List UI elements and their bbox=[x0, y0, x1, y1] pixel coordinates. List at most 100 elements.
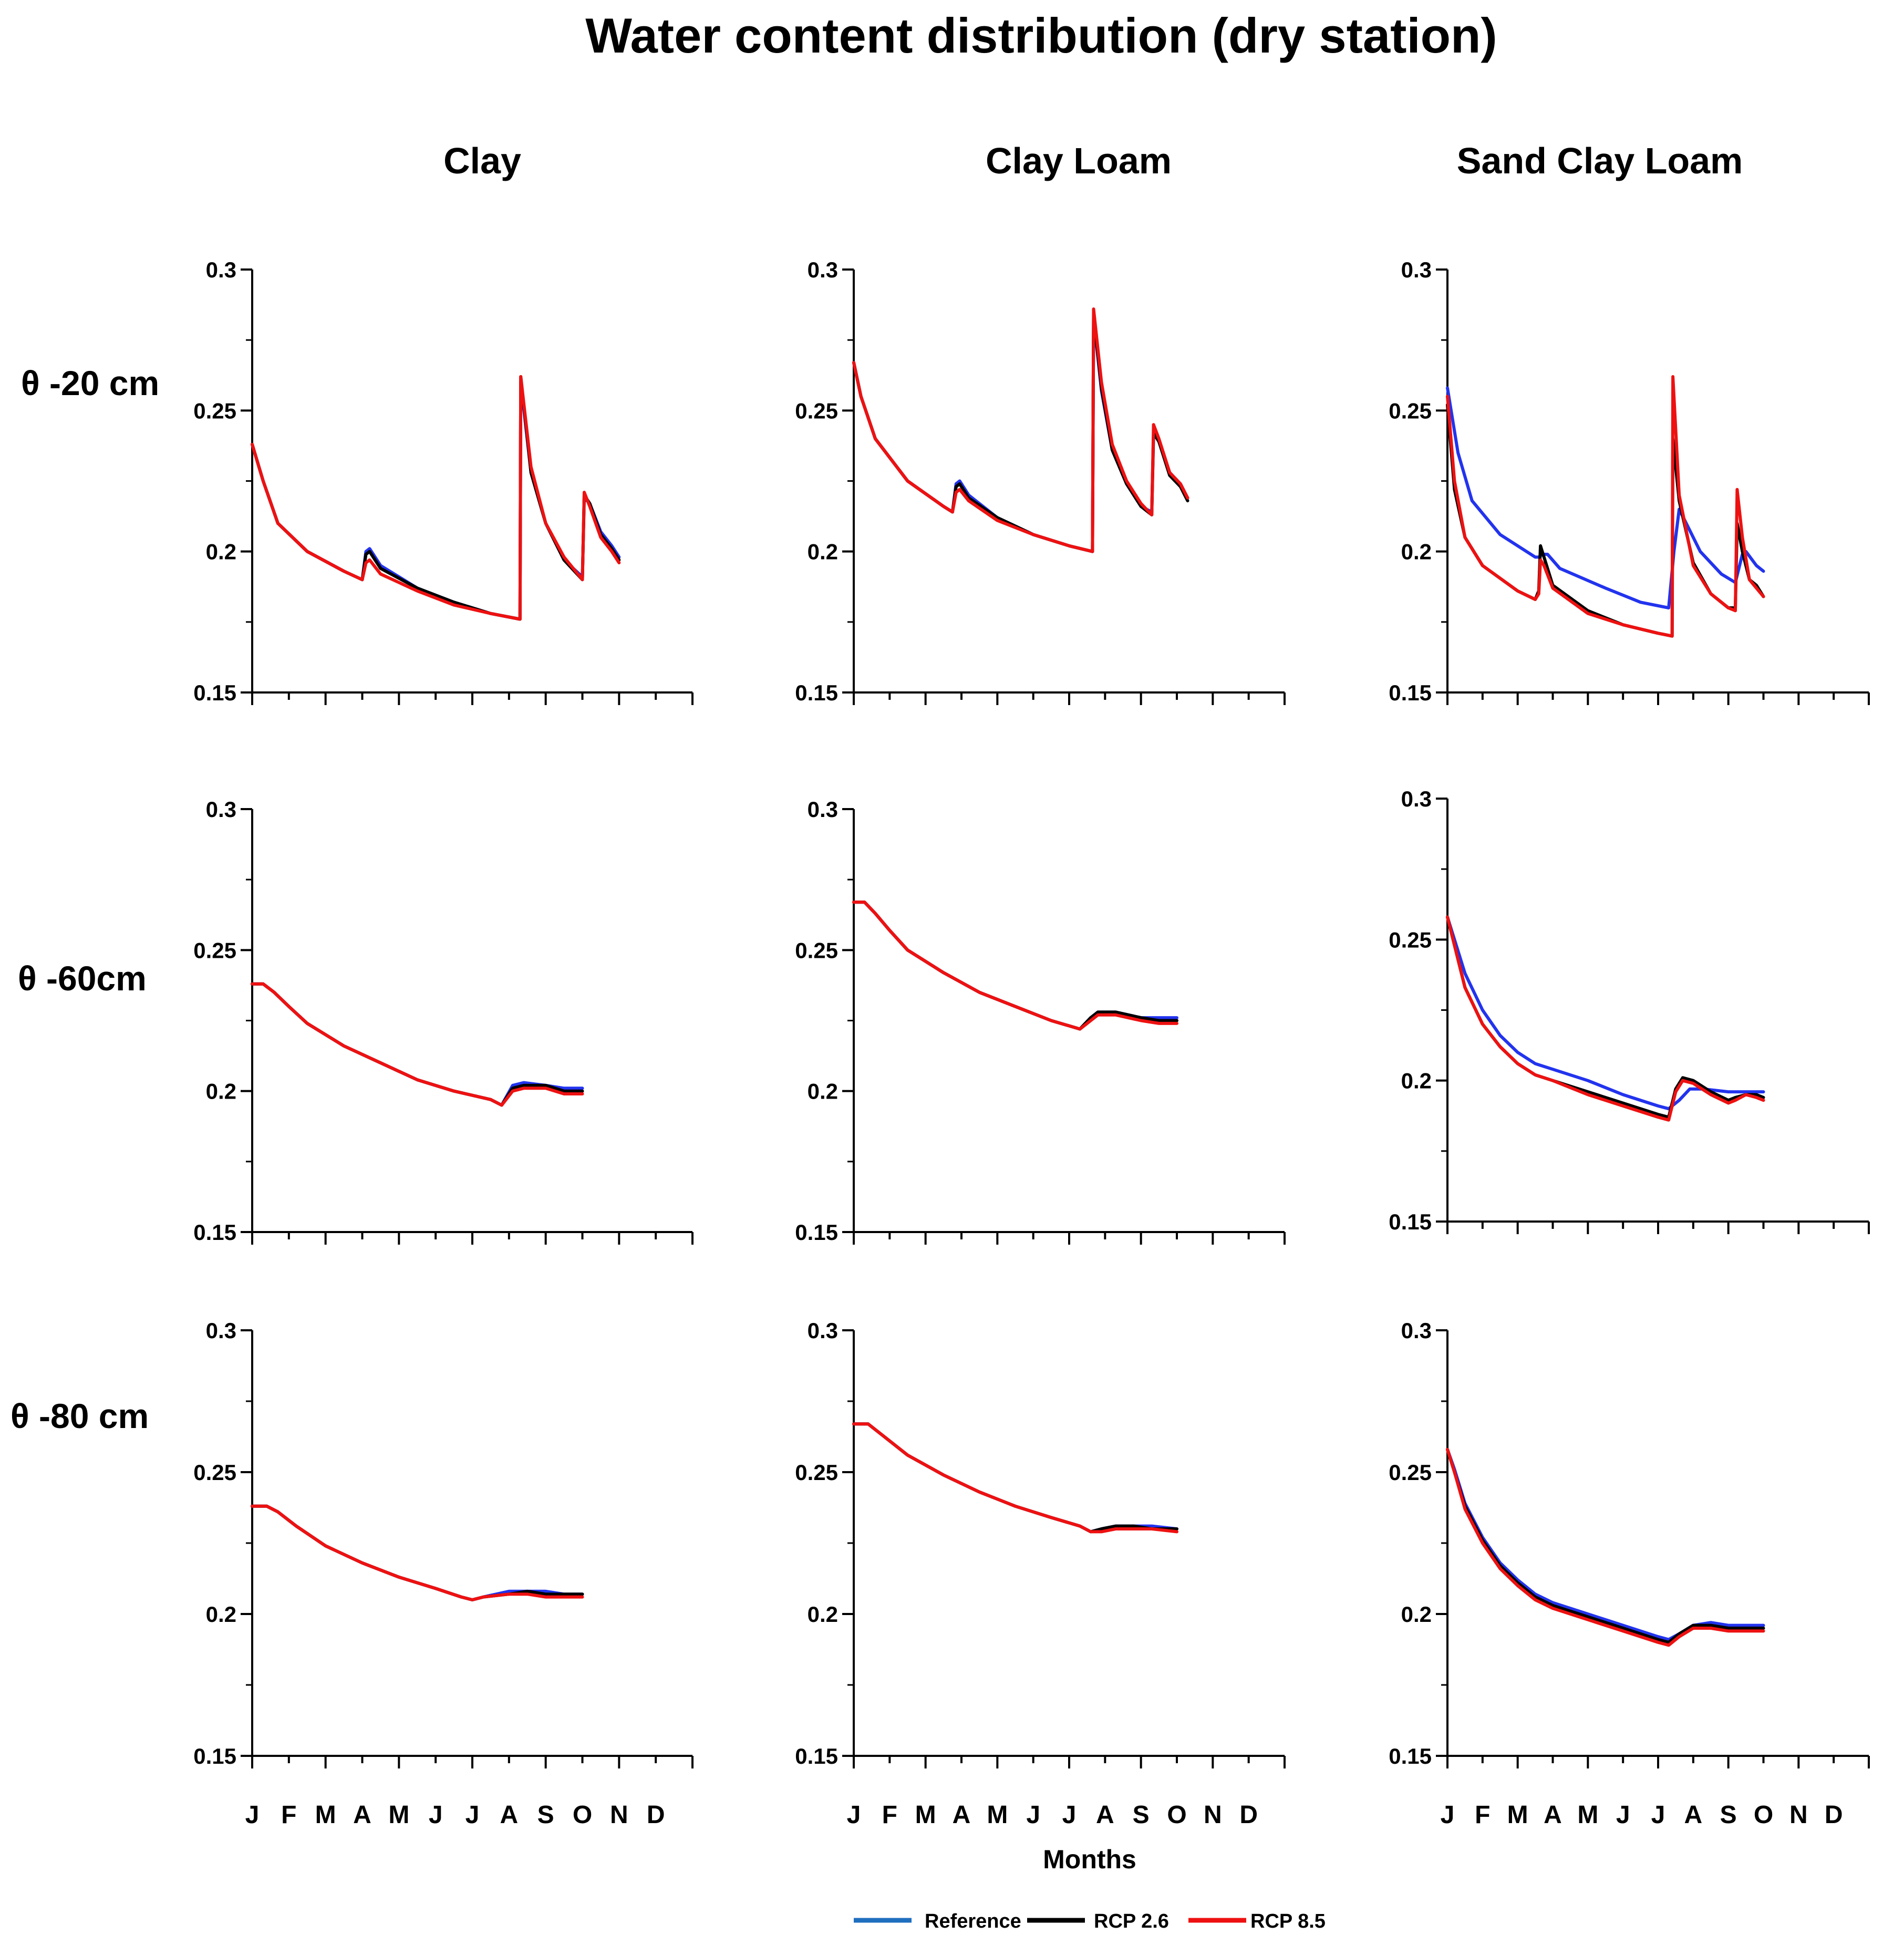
y-tick-label: 0.2 bbox=[206, 1079, 236, 1104]
legend: Reference RCP 2.6 RCP 8.5 bbox=[854, 1910, 1326, 1932]
x-tick-label: F bbox=[882, 1801, 897, 1829]
series-line-rcp85 bbox=[251, 1504, 584, 1601]
y-tick-label: 0.25 bbox=[1389, 398, 1432, 423]
y-tick-label: 0.2 bbox=[808, 1079, 838, 1104]
panel-r1-c1: 0.3 0.25 0.2 0.15 bbox=[795, 797, 1286, 1245]
x-tick-label: M bbox=[987, 1801, 1008, 1829]
x-tick-label: D bbox=[1239, 1801, 1258, 1829]
column-title-sand-clay-loam: Sand Clay Loam bbox=[1457, 140, 1743, 181]
y-tick-label: 0.15 bbox=[1389, 1744, 1432, 1768]
y-tick-label: 0.25 bbox=[193, 398, 236, 423]
legend-label-rcp85: RCP 8.5 bbox=[1250, 1910, 1326, 1932]
row-label-60cm: θ -60cm bbox=[18, 959, 147, 998]
legend-label-rcp26: RCP 2.6 bbox=[1094, 1910, 1169, 1932]
x-tick-label: O bbox=[573, 1801, 592, 1829]
series-line-reference bbox=[852, 1422, 1178, 1534]
x-tick-label: S bbox=[1133, 1801, 1150, 1829]
series-line-rcp85 bbox=[852, 1422, 1178, 1534]
series-line-reference bbox=[1446, 386, 1765, 609]
panel-r0-c1: 0.3 0.25 0.2 0.15 bbox=[795, 257, 1286, 705]
x-tick-label: D bbox=[1825, 1801, 1843, 1829]
x-tick-label: A bbox=[1684, 1801, 1702, 1829]
series-line-rcp85 bbox=[1446, 915, 1765, 1122]
x-tick-label: J bbox=[1441, 1801, 1455, 1829]
y-tick-label: 0.15 bbox=[795, 680, 838, 705]
series-line-rcp26 bbox=[251, 375, 621, 621]
y-tick-label: 0.15 bbox=[1389, 680, 1432, 705]
x-tick-label: M bbox=[915, 1801, 936, 1829]
x-tick-label: S bbox=[1720, 1801, 1737, 1829]
series-line-rcp85 bbox=[251, 982, 584, 1107]
y-tick-label: 0.3 bbox=[808, 257, 838, 282]
x-tick-label: J bbox=[245, 1801, 260, 1829]
series-line-reference bbox=[1446, 1447, 1765, 1641]
series-line-reference bbox=[251, 380, 621, 621]
panel-grid: 0.30.250.20.150.30.250.20.150.30.250.20.… bbox=[193, 257, 1870, 1829]
series-line-rcp85 bbox=[852, 307, 1189, 553]
y-tick-label: 0.2 bbox=[808, 540, 838, 564]
y-tick-label: 0.3 bbox=[808, 1318, 838, 1343]
series-line-reference bbox=[852, 901, 1178, 1031]
x-tick-label: N bbox=[1789, 1801, 1808, 1829]
row-label-20cm: θ -20 cm bbox=[21, 364, 159, 402]
x-tick-label: F bbox=[281, 1801, 296, 1829]
chart-title: Water content distribution (dry station) bbox=[585, 8, 1497, 63]
x-tick-label: A bbox=[500, 1801, 518, 1829]
y-tick-label: 0.2 bbox=[1401, 540, 1432, 564]
panel-r2-c0: 0.30.250.20.15J F M A M J J A S O N D bbox=[193, 1318, 694, 1829]
y-tick-label: 0.25 bbox=[1389, 927, 1432, 952]
y-tick-label: 0.3 bbox=[1401, 787, 1432, 811]
column-title-clay: Clay bbox=[443, 140, 521, 181]
panel-r0-c0: 0.3 0.25 0.2 0.15 bbox=[193, 257, 694, 705]
panel-r2-c2: 0.30.250.20.15J F M A M J J A S O N D bbox=[1389, 1318, 1870, 1829]
x-tick-label: M bbox=[388, 1801, 409, 1829]
series-line-rcp85 bbox=[1446, 375, 1765, 638]
x-tick-label: J bbox=[1026, 1801, 1040, 1829]
x-tick-label: M bbox=[1577, 1801, 1598, 1829]
y-tick-label: 0.3 bbox=[206, 257, 236, 282]
series-line-rcp26 bbox=[852, 1422, 1178, 1534]
series-line-rcp26 bbox=[852, 313, 1189, 553]
series-line-rcp26 bbox=[1446, 1447, 1765, 1644]
series-line-rcp85 bbox=[852, 901, 1178, 1031]
y-tick-label: 0.25 bbox=[193, 938, 236, 963]
legend-label-reference: Reference bbox=[925, 1910, 1021, 1932]
x-axis-label: Months bbox=[1043, 1845, 1136, 1874]
x-tick-label: N bbox=[610, 1801, 628, 1829]
x-tick-label: J bbox=[847, 1801, 861, 1829]
y-tick-label: 0.15 bbox=[1389, 1209, 1432, 1234]
x-tick-label: J bbox=[1616, 1801, 1630, 1829]
x-tick-label: A bbox=[1544, 1801, 1562, 1829]
y-tick-label: 0.2 bbox=[808, 1602, 838, 1627]
y-tick-label: 0.15 bbox=[795, 1744, 838, 1768]
y-tick-label: 0.3 bbox=[1401, 257, 1432, 282]
panel-r1-c2: 0.3 0.25 0.2 0.15 bbox=[1389, 787, 1870, 1234]
row-label-80cm: θ -80 cm bbox=[11, 1396, 149, 1435]
y-tick-label: 0.3 bbox=[808, 797, 838, 822]
x-tick-label: S bbox=[537, 1801, 554, 1829]
y-tick-label: 0.2 bbox=[206, 540, 236, 564]
x-tick-label: F bbox=[1475, 1801, 1490, 1829]
x-tick-label: J bbox=[465, 1801, 480, 1829]
panel-r0-c2: 0.3 0.25 0.2 0.15 bbox=[1389, 257, 1870, 705]
y-tick-label: 0.25 bbox=[795, 398, 838, 423]
x-tick-label: M bbox=[1507, 1801, 1528, 1829]
y-tick-label: 0.25 bbox=[795, 1460, 838, 1485]
series-line-rcp85 bbox=[251, 375, 621, 621]
series-line-reference bbox=[251, 1504, 584, 1601]
y-tick-label: 0.15 bbox=[193, 680, 236, 705]
series-line-rcp26 bbox=[251, 1504, 584, 1601]
x-tick-label: J bbox=[1062, 1801, 1077, 1829]
y-tick-label: 0.25 bbox=[1389, 1460, 1432, 1485]
panel-r1-c0: 0.3 0.25 0.2 0.15 bbox=[193, 797, 694, 1245]
y-tick-label: 0.25 bbox=[193, 1460, 236, 1485]
series-line-rcp26 bbox=[1446, 403, 1765, 638]
series-line-rcp85 bbox=[1446, 1447, 1765, 1647]
y-tick-label: 0.15 bbox=[193, 1744, 236, 1768]
y-tick-label: 0.15 bbox=[795, 1220, 838, 1245]
y-tick-label: 0.2 bbox=[1401, 1069, 1432, 1093]
series-line-reference bbox=[1446, 915, 1765, 1111]
y-tick-label: 0.2 bbox=[206, 1602, 236, 1627]
y-tick-label: 0.2 bbox=[1401, 1602, 1432, 1627]
